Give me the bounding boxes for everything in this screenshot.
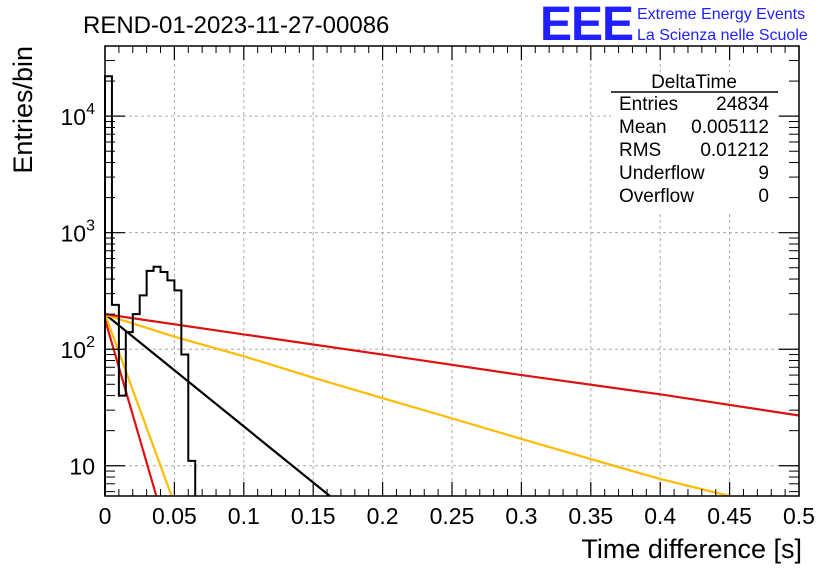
x-tick-label: 0.2 xyxy=(367,503,399,529)
stats-box-name: DeltaTime xyxy=(651,72,737,93)
y-axis-title: Entries/bin xyxy=(8,46,38,174)
stats-value-underflow: 9 xyxy=(758,163,769,184)
stats-value-overflow: 0 xyxy=(758,186,769,207)
logo-line1: Extreme Energy Events xyxy=(637,6,805,23)
stats-value-mean: 0.005112 xyxy=(691,117,769,138)
x-tick-label: 0.5 xyxy=(783,503,815,529)
x-axis-title: Time difference [s] xyxy=(581,534,802,564)
stats-label-rms: RMS xyxy=(619,140,661,161)
axes: 0 0.05 0.1 0.15 0.2 0.25 0.3 0.35 0.4 0.45 0.5 10 10… xyxy=(61,45,815,529)
stats-box: DeltaTime Entries 24834 Mean 0.005112 RM… xyxy=(611,72,778,212)
run-title: REND-01-2023-11-27-00086 xyxy=(83,12,389,39)
x-tick-label: 0.35 xyxy=(568,503,613,529)
fit-line xyxy=(104,313,800,417)
fit-line xyxy=(103,313,173,497)
stats-label-overflow: Overflow xyxy=(619,186,694,207)
x-tick-label: 0.05 xyxy=(152,503,197,529)
y-tick-label: 102 xyxy=(61,334,96,363)
fit-lines xyxy=(103,313,800,498)
x-tick-label: 0.3 xyxy=(505,503,537,529)
x-tick-label: 0.15 xyxy=(291,503,336,529)
y-tick-label: 103 xyxy=(61,218,96,247)
stats-label-mean: Mean xyxy=(619,117,667,138)
fit-line xyxy=(104,313,331,497)
stats-label-entries: Entries xyxy=(619,94,678,115)
stats-box-bg xyxy=(611,72,778,212)
y-tick-label: 10 xyxy=(69,454,95,480)
x-tick-label: 0.45 xyxy=(707,503,752,529)
y-tick-label: 104 xyxy=(61,101,96,130)
eee-logo: EEE Extreme Energy Events La Scienza nel… xyxy=(540,0,808,51)
fit-line xyxy=(103,319,158,497)
logo-line2: La Scienza nelle Scuole xyxy=(637,27,808,44)
fit-line xyxy=(104,313,730,498)
stats-value-entries: 24834 xyxy=(716,94,769,115)
stats-label-underflow: Underflow xyxy=(619,163,705,184)
x-tick-label: 0 xyxy=(99,503,112,529)
x-tick-label: 0.1 xyxy=(228,503,260,529)
x-tick-label: 0.25 xyxy=(430,503,475,529)
stats-value-rms: 0.01212 xyxy=(700,140,769,161)
histogram-outline xyxy=(104,75,197,496)
x-tick-label: 0.4 xyxy=(644,503,676,529)
histogram xyxy=(104,75,197,496)
logo-mark: EEE xyxy=(540,0,633,51)
